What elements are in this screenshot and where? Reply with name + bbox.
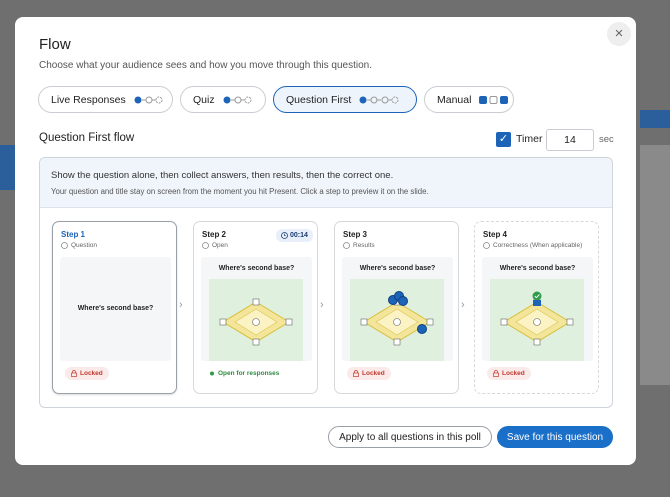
step-title: Step 3 <box>343 230 368 239</box>
step-arrow: › <box>320 299 324 311</box>
mode-label: Quiz <box>193 93 215 106</box>
step-label-row: Open <box>202 242 228 249</box>
step-card[interactable]: Step 4 Correctness (When applicable) Where… <box>474 221 599 394</box>
mode-option[interactable]: Live Responses <box>38 86 173 113</box>
step-question: Where's second base? <box>359 265 436 272</box>
step-label: Correctness (When applicable) <box>493 242 583 249</box>
mode-icon <box>223 96 252 103</box>
slide-preview: Where's second base? <box>201 257 312 361</box>
lock-icon <box>71 370 77 377</box>
bg-tab <box>0 145 15 190</box>
mode-option[interactable]: Question First <box>273 86 417 113</box>
status-dot <box>210 371 214 376</box>
step-icon <box>61 242 68 249</box>
step-title: Step 2 <box>202 230 227 239</box>
bg-tab <box>640 110 670 128</box>
step-label-row: Results <box>343 242 375 249</box>
slide-preview: Where's second base? <box>342 257 453 361</box>
step-timer: 00:14 <box>276 229 313 242</box>
step-title: Step 4 <box>483 230 508 239</box>
mode-label: Question First <box>286 93 352 106</box>
step-status-text: Locked <box>80 370 103 377</box>
info-box: Show the question alone, then collect an… <box>40 158 612 208</box>
step-question: Where's second base? <box>77 305 154 312</box>
modal-subtitle: Choose what your audience sees and how y… <box>39 60 372 71</box>
slide-preview: Where's second base? <box>60 257 171 361</box>
step-status: Locked <box>65 367 109 380</box>
timer-label: Timer <box>516 133 543 145</box>
apply-all-button[interactable]: Apply to all questions in this poll <box>328 426 492 448</box>
close-button[interactable]: × <box>607 22 631 46</box>
mode-icon <box>359 96 399 103</box>
step-question: Where's second base? <box>218 265 295 272</box>
step-timer-value: 00:14 <box>290 232 308 239</box>
slide-preview: Where's second base? <box>482 257 593 361</box>
mode-option[interactable]: Manual <box>424 86 514 113</box>
step-title: Step 1 <box>61 230 86 239</box>
step-arrow: › <box>461 299 465 311</box>
step-icon <box>202 242 209 249</box>
mode-option[interactable]: Quiz <box>180 86 266 113</box>
field-diagram <box>350 279 444 361</box>
step-status-text: Open for responses <box>218 370 280 377</box>
mode-label: Manual <box>437 93 472 106</box>
step-icon <box>343 242 350 249</box>
modal: × Flow Choose what your audience sees an… <box>15 17 636 465</box>
step-icon <box>483 242 490 249</box>
lock-icon <box>353 370 359 377</box>
step-label-row: Correctness (When applicable) <box>483 242 582 249</box>
mode-icon <box>479 95 509 104</box>
step-card[interactable]: Step 3 Results Where's second base? Locked <box>334 221 459 394</box>
field-diagram <box>490 279 584 361</box>
step-card[interactable]: Step 1 Question Where's second base? Locked <box>52 221 177 394</box>
step-card[interactable]: Step 2 Open 00:14 Where's second base? Open… <box>193 221 318 394</box>
step-label: Open <box>212 242 228 249</box>
section-title: Question First flow <box>39 132 135 144</box>
step-status-text: Locked <box>502 370 525 377</box>
step-arrow: › <box>179 299 183 311</box>
step-status: Locked <box>487 367 531 380</box>
step-question: Where's second base? <box>499 265 576 272</box>
info-detail: Your question and title stay on screen f… <box>51 187 429 196</box>
lock-icon <box>493 370 499 377</box>
mode-icon <box>134 96 163 103</box>
mode-label: Live Responses <box>51 93 126 106</box>
clock-icon <box>281 232 288 239</box>
step-status-text: Locked <box>362 370 385 377</box>
timer-unit: sec <box>599 134 614 145</box>
timer-checkbox[interactable]: ✓ <box>496 132 511 147</box>
bg-qr <box>640 145 670 385</box>
flow-panel: Show the question alone, then collect an… <box>39 157 613 408</box>
info-headline: Show the question alone, then collect an… <box>51 170 394 181</box>
step-status: Open for responses <box>203 367 285 380</box>
save-button[interactable]: Save for this question <box>497 426 613 448</box>
step-status: Locked <box>347 367 391 380</box>
field-diagram <box>209 279 303 361</box>
step-label: Results <box>353 242 375 249</box>
step-label: Question <box>71 242 98 249</box>
timer-input[interactable]: 14 <box>546 129 594 151</box>
step-label-row: Question <box>61 242 97 249</box>
modal-title: Flow <box>39 36 71 53</box>
